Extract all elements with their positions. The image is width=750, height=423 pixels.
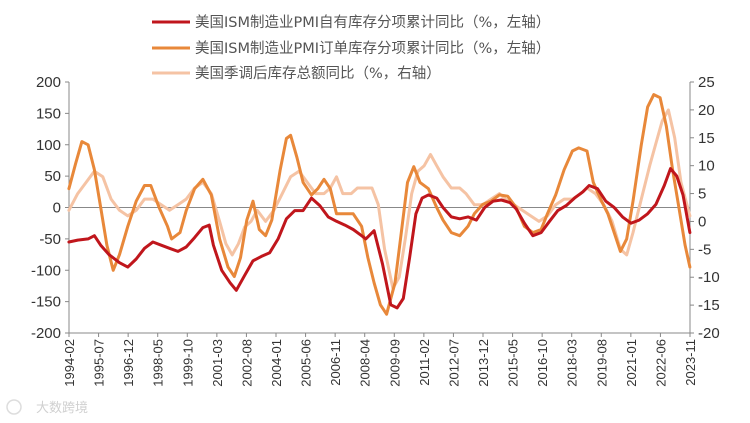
axes: 200150100500-50-100-150-2002520151050-5-… — [31, 74, 720, 387]
left-tick-label: 0 — [53, 200, 61, 217]
x-tick-label: 2011-02 — [417, 339, 432, 386]
x-tick-label: 1994-02 — [62, 339, 77, 387]
right-tick-label: 20 — [698, 102, 715, 119]
x-tick-label: 2019-08 — [594, 339, 609, 387]
right-tick-label: 15 — [698, 130, 715, 147]
legend-label-order-inventory: 美国ISM制造业PMI订单库存分项累计同比（%，左轴） — [195, 40, 550, 57]
x-tick-label: 2005-06 — [299, 339, 314, 387]
right-tick-label: -15 — [698, 297, 720, 314]
right-tick-label: -10 — [698, 269, 720, 286]
x-tick-label: 2013-12 — [476, 339, 491, 387]
right-tick-label: -20 — [698, 325, 720, 342]
x-tick-label: 2009-09 — [387, 339, 402, 387]
left-tick-label: 200 — [36, 74, 61, 91]
x-tick-label: 2018-03 — [565, 339, 580, 387]
series-lines — [67, 93, 692, 316]
left-tick-label: -50 — [39, 231, 61, 248]
x-tick-label: 2023-11 — [683, 339, 698, 386]
left-tick-label: -200 — [31, 325, 61, 342]
x-tick-label: 1998-05 — [151, 339, 166, 387]
watermark-logo-icon — [6, 399, 22, 415]
left-tick-label: 100 — [36, 137, 61, 154]
watermark: 大数跨境 — [6, 399, 88, 416]
left-tick-label: -150 — [31, 294, 61, 311]
x-tick-label: 1996-12 — [121, 339, 136, 387]
series-line-2 — [67, 108, 692, 290]
x-tick-label: 1995-07 — [92, 339, 107, 387]
x-tick-label: 2002-08 — [239, 339, 254, 387]
x-tick-label: 2006-11 — [328, 339, 343, 386]
left-tick-label: -100 — [31, 262, 61, 279]
right-tick-label: 0 — [698, 213, 706, 230]
x-tick-label: 2022-06 — [653, 339, 668, 387]
x-tick-label: 2001-03 — [210, 339, 225, 387]
right-tick-label: 5 — [698, 186, 706, 203]
right-tick-label: 25 — [698, 74, 715, 91]
x-tick-label: 2008-04 — [358, 339, 373, 387]
legend-label-total-inventory: 美国季调后库存总额同比（%，右轴） — [195, 65, 441, 82]
x-tick-label: 1999-10 — [180, 339, 195, 387]
left-tick-label: 150 — [36, 105, 61, 122]
left-tick-label: 50 — [44, 168, 61, 185]
x-tick-label: 2004-01 — [269, 339, 284, 387]
right-tick-label: 10 — [698, 158, 715, 175]
x-tick-label: 2012-07 — [446, 339, 461, 387]
x-tick-label: 2015-05 — [506, 339, 521, 387]
watermark-text: 大数跨境 — [36, 401, 88, 416]
legend: 美国ISM制造业PMI自有库存分项累计同比（%，左轴） 美国ISM制造业PMI订… — [152, 14, 550, 82]
series-line-0 — [67, 167, 692, 310]
x-tick-label: 2021-01 — [624, 339, 639, 387]
x-tick-label: 2016-10 — [535, 339, 550, 387]
legend-label-owned-inventory: 美国ISM制造业PMI自有库存分项累计同比（%，左轴） — [195, 14, 550, 31]
right-tick-label: -5 — [698, 241, 711, 258]
